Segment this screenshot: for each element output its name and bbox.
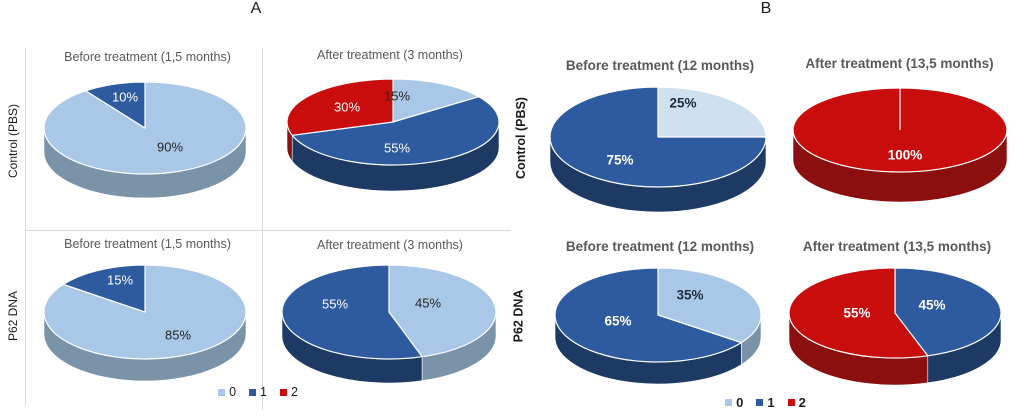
pie-slice-label: 55%: [322, 297, 348, 312]
chart-title-b2: After treatment (13,5 months): [805, 56, 994, 71]
pie-slice-label: 15%: [384, 89, 410, 104]
pie-slice-label: 30%: [334, 100, 360, 115]
pie-slice-label: 85%: [165, 328, 191, 343]
pie-chart-b-3: 35% 65%: [554, 267, 762, 385]
grid-line-horizontal: [25, 230, 511, 231]
legend-label-1: 1: [260, 385, 267, 399]
pie-slice: [657, 267, 762, 344]
legend-item-0: 0: [725, 395, 743, 410]
chart-title-a3: Before treatment (1,5 months): [64, 237, 231, 251]
pie-slice: [788, 267, 929, 359]
pie-slice: [549, 86, 767, 188]
legend-swatch-2: [279, 388, 287, 396]
pie-slice-label: 45%: [415, 296, 441, 311]
legend-panel-b: 0 1 2: [663, 394, 868, 410]
legend-label-1: 1: [767, 394, 775, 410]
chart-title-a1: Before treatment (1,5 months): [64, 50, 231, 64]
pie-slice-label: 90%: [157, 140, 183, 155]
chart-title-a2: After treatment (3 months): [317, 48, 463, 62]
legend-item-2: 2: [279, 385, 298, 399]
pie-slice-label: 10%: [112, 90, 138, 105]
legend-swatch-1: [249, 388, 257, 396]
chart-title-b4: After treatment (13,5 months): [802, 239, 992, 254]
chart-title-b1: Before treatment (12 months): [565, 58, 755, 73]
grid-line-vertical-left: [25, 48, 26, 405]
pie-slice-label: 75%: [606, 153, 633, 168]
grid-line-vertical-divider: [262, 48, 263, 410]
pie-chart-b-1: 25% 75%: [549, 86, 767, 213]
pie-slice: [286, 78, 394, 136]
pie-slice: [388, 264, 497, 358]
pie-slice-label: 65%: [604, 314, 631, 329]
pie-slice: [554, 267, 742, 363]
pie-slice: [62, 264, 146, 313]
panel-b-label: B: [760, 0, 772, 17]
pie-slice: [392, 78, 480, 123]
pie-slice: [281, 264, 423, 360]
pie-slice-label: 45%: [918, 298, 945, 313]
pie-slice: [657, 86, 767, 138]
pie-slice-label: 55%: [843, 306, 870, 321]
pie-chart-a-2: 15% 55% 30%: [286, 78, 500, 192]
legend-label-0: 0: [736, 394, 744, 410]
pie-chart-a-4: 45% 55%: [281, 264, 497, 384]
pie-chart-a-1: 90% 10%: [43, 81, 247, 199]
legend-item-2: 2: [787, 394, 806, 410]
legend-swatch-0: [218, 388, 226, 396]
legend-swatch-0: [725, 398, 733, 406]
legend-swatch-2: [787, 398, 795, 406]
legend-label-0: 0: [229, 385, 237, 399]
legend-item-1: 1: [756, 394, 775, 410]
legend-item-0: 0: [218, 385, 236, 399]
pie-slice-label: 25%: [669, 96, 696, 111]
legend-label-2: 2: [798, 394, 806, 410]
pie-slice-label: 35%: [676, 288, 703, 303]
legend-swatch-1: [756, 398, 764, 406]
legend-panel-a: 0 1 2: [158, 384, 358, 400]
pie-slice: [85, 81, 146, 129]
panel-a-label: A: [250, 0, 262, 17]
pie-slice-label: 100%: [888, 148, 923, 163]
pie-slice: [894, 267, 1002, 357]
pie-chart-b-4: 45% 55%: [788, 267, 1002, 386]
pie-chart-b-2: 100%: [792, 87, 1008, 203]
chart-title-a4: After treatment (3 months): [317, 238, 463, 252]
pie-chart-a-3: 85% 15%: [43, 264, 247, 382]
pie-slice-label: 55%: [384, 141, 410, 156]
pie-slice: [291, 96, 500, 166]
legend-item-1: 1: [249, 385, 267, 399]
chart-title-b3: Before treatment (12 months): [565, 239, 755, 254]
legend-label-2: 2: [290, 385, 298, 399]
pie-slice-label: 15%: [107, 273, 133, 288]
